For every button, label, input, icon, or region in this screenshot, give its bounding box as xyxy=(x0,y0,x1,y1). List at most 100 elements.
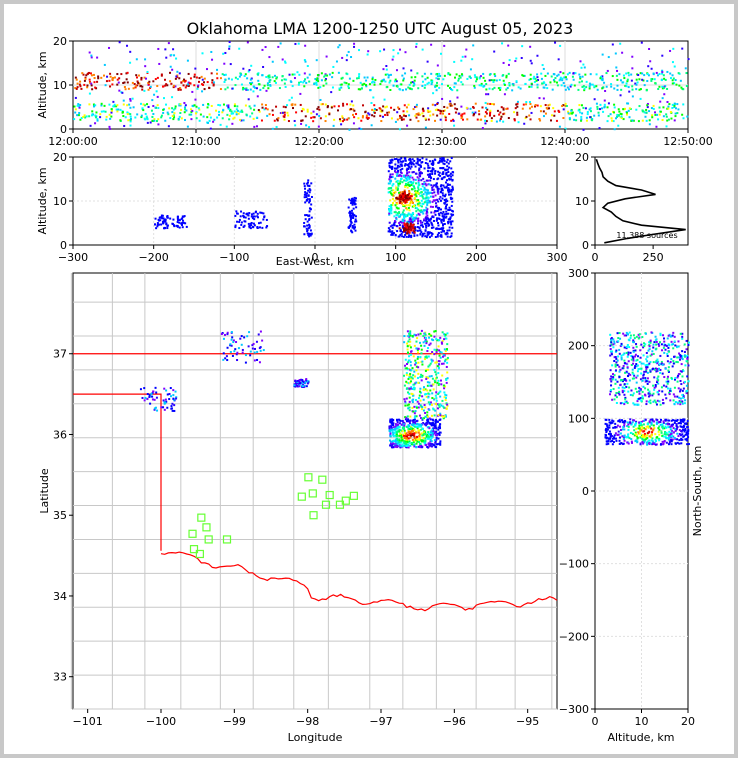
source-point xyxy=(446,404,449,407)
source-point xyxy=(662,442,665,445)
x-tick-label: 12:30:00 xyxy=(417,135,466,148)
source-point xyxy=(375,108,378,111)
source-point xyxy=(141,396,144,399)
source-point xyxy=(621,402,624,405)
source-point xyxy=(449,100,452,103)
source-point xyxy=(409,422,412,425)
source-point xyxy=(309,234,312,237)
source-point xyxy=(305,194,308,197)
source-point xyxy=(440,404,443,407)
source-point xyxy=(639,387,642,390)
source-point xyxy=(416,160,419,163)
source-point xyxy=(601,77,604,80)
source-point xyxy=(430,358,433,361)
source-point xyxy=(502,113,505,116)
source-point xyxy=(401,213,404,216)
source-point xyxy=(198,77,201,80)
source-point xyxy=(427,224,430,227)
source-point xyxy=(671,419,674,422)
source-point xyxy=(409,346,412,349)
source-point xyxy=(406,186,409,189)
source-point xyxy=(655,421,658,424)
source-point xyxy=(282,105,285,108)
source-point xyxy=(144,65,147,68)
source-point xyxy=(408,419,411,422)
source-point xyxy=(538,118,541,121)
source-point xyxy=(308,185,311,188)
source-point xyxy=(422,189,425,192)
source-point xyxy=(235,353,238,356)
source-point xyxy=(461,115,464,118)
source-point xyxy=(86,86,89,89)
source-point xyxy=(427,426,430,429)
source-point xyxy=(424,235,427,238)
source-point xyxy=(564,127,567,130)
source-point xyxy=(647,74,650,77)
source-point xyxy=(403,205,406,208)
source-point xyxy=(352,104,355,107)
source-point xyxy=(385,64,388,67)
source-point xyxy=(669,49,672,52)
source-point xyxy=(444,119,447,122)
source-point xyxy=(567,112,570,115)
source-point xyxy=(447,170,450,173)
source-point xyxy=(428,332,431,335)
source-point xyxy=(230,110,233,113)
source-point xyxy=(170,395,173,398)
source-point xyxy=(227,106,230,109)
source-point xyxy=(441,374,444,377)
source-point xyxy=(608,437,611,440)
source-point xyxy=(348,77,351,80)
source-point xyxy=(90,56,93,59)
source-point xyxy=(440,184,443,187)
source-point xyxy=(684,427,687,430)
source-point xyxy=(421,195,424,198)
source-point xyxy=(424,191,427,194)
source-point xyxy=(88,115,91,118)
source-point xyxy=(403,104,406,107)
source-point xyxy=(430,217,433,220)
source-point xyxy=(415,214,418,217)
source-point xyxy=(210,104,213,107)
source-point xyxy=(638,105,641,108)
source-point xyxy=(105,115,108,118)
source-point xyxy=(610,375,613,378)
source-point xyxy=(614,52,617,55)
source-point xyxy=(172,394,175,397)
source-point xyxy=(658,85,661,88)
source-point xyxy=(84,77,87,80)
source-point xyxy=(428,232,431,235)
source-point xyxy=(641,397,644,400)
source-point xyxy=(638,360,641,363)
source-point xyxy=(446,165,449,168)
source-point xyxy=(152,119,155,122)
source-point xyxy=(303,85,306,88)
source-point xyxy=(389,88,392,91)
source-point xyxy=(400,221,403,224)
source-point xyxy=(187,84,190,87)
source-point xyxy=(153,408,156,411)
source-point xyxy=(415,162,418,165)
source-point xyxy=(355,206,358,209)
source-point xyxy=(546,72,549,75)
source-point xyxy=(618,110,621,113)
source-point xyxy=(416,422,419,425)
source-point xyxy=(196,87,199,90)
source-point xyxy=(427,433,430,436)
source-point xyxy=(162,222,165,225)
source-point xyxy=(474,111,477,114)
source-point xyxy=(341,117,344,120)
source-point xyxy=(404,401,407,404)
source-point xyxy=(140,78,143,81)
source-point xyxy=(528,114,531,117)
source-point xyxy=(421,202,424,205)
source-point xyxy=(104,110,107,113)
source-point xyxy=(490,117,493,120)
source-point xyxy=(275,76,278,79)
source-point xyxy=(493,73,496,76)
source-point xyxy=(221,73,224,76)
source-point xyxy=(390,445,393,448)
source-point xyxy=(646,440,649,443)
source-point xyxy=(558,110,561,113)
source-point xyxy=(639,428,642,431)
